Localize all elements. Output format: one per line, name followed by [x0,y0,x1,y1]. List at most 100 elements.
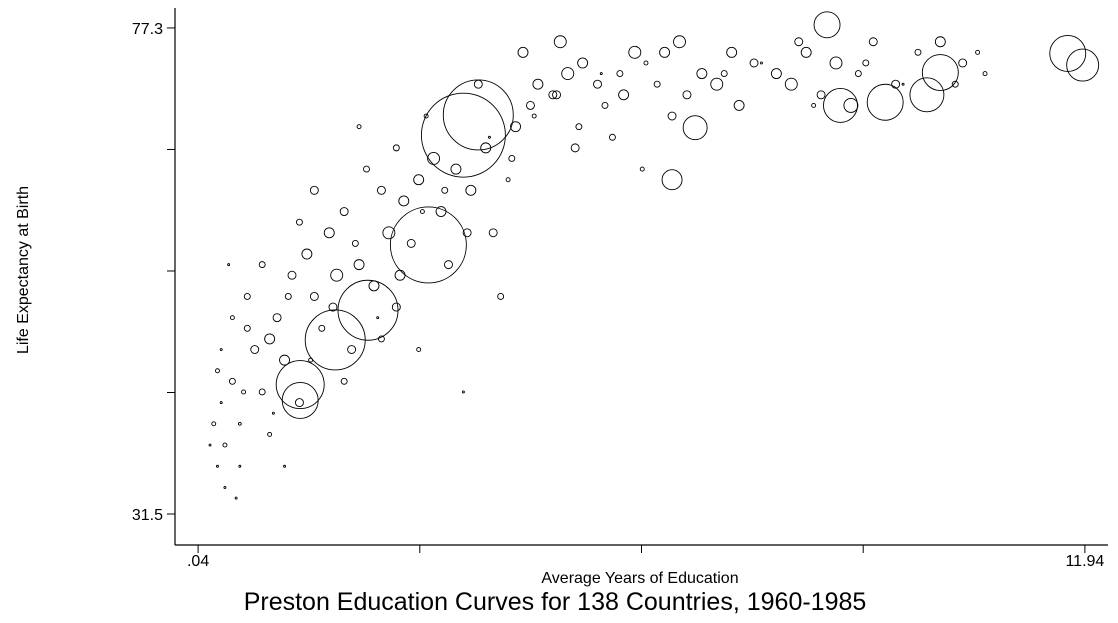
bubble [267,431,273,437]
bubble [673,35,686,49]
bubble [608,133,616,141]
bubble [909,77,945,113]
bubble [234,496,238,500]
bubble [442,79,514,151]
bubble [309,292,319,301]
bubble [222,442,228,448]
bubble [462,228,472,238]
bubble [659,46,671,58]
bubble [208,443,212,447]
bubble [376,185,386,195]
bubble [480,142,492,154]
bubble [419,209,425,215]
bubble [784,77,798,91]
x-axis-label: Average Years of Education [541,570,738,587]
bubble [427,152,441,165]
bubble [813,11,841,39]
y-axis-label: Life Expectancy at Birth [15,186,32,354]
bubble [363,165,370,173]
bubble [250,345,260,354]
bubble [241,389,247,395]
bubble [284,293,292,300]
bubble [281,382,319,419]
bubble [618,89,630,101]
bubble [616,70,624,78]
bubble [982,71,988,77]
bubble [398,195,410,207]
bubble [382,226,396,240]
bubble [283,464,286,468]
bubble [216,464,219,468]
bubble [229,315,235,321]
bubble [304,309,366,371]
bubble [339,207,349,217]
bubble [406,238,416,248]
bubble [575,123,583,131]
bubble [308,357,314,363]
bubble [394,269,406,281]
bubble [811,102,817,108]
bubble [868,37,878,47]
bubble [294,398,304,408]
bubble [577,57,589,69]
bubble [328,302,338,312]
bubble [682,90,692,100]
bubble [628,45,642,59]
bubble [488,228,498,238]
bubble [264,333,276,345]
bubble [593,79,602,89]
bubble [975,49,981,55]
bubble [570,143,580,153]
bubble [211,421,217,427]
bubble [510,121,522,133]
bubble [599,72,603,76]
bubble [823,87,858,123]
bubble [392,144,400,152]
bubble [934,36,946,48]
bubble [309,185,319,195]
bubble [901,82,905,86]
bubble [416,347,422,352]
bubble [726,46,738,58]
bubble [461,390,465,394]
bubble [272,313,282,323]
bubble [891,79,901,89]
bubble [423,113,429,119]
bubble [275,360,325,409]
bubble [337,279,399,341]
bubble [228,377,236,385]
bubble [347,345,357,354]
bubble [243,293,251,300]
bubble [391,302,401,312]
y-tick-label: 77.3 [132,21,163,38]
bubble [720,70,728,78]
bubble [794,37,804,47]
bubble [465,184,477,196]
bubble [279,354,290,366]
bubble [526,100,535,110]
bubble [800,46,812,58]
bubble [389,206,467,284]
bubble [749,58,759,68]
bubble [829,56,843,70]
bubble [661,169,683,191]
bubble [330,268,344,282]
bubble [441,186,449,194]
chart-title: Preston Education Curves for 138 Countri… [244,588,867,616]
bubble [951,80,959,88]
bubble [488,135,491,139]
bubble [561,67,575,81]
x-tick-label: 11.94 [1065,553,1104,570]
bubble [505,177,511,183]
bubble [497,293,505,300]
bubble [508,155,516,162]
bubble [866,83,904,121]
bubble [223,486,227,489]
bubble [353,259,365,271]
bubble [219,348,223,351]
x-tick-label: .04 [187,553,209,570]
bubble [295,218,303,226]
bubble [532,78,544,90]
bubble [548,90,558,100]
